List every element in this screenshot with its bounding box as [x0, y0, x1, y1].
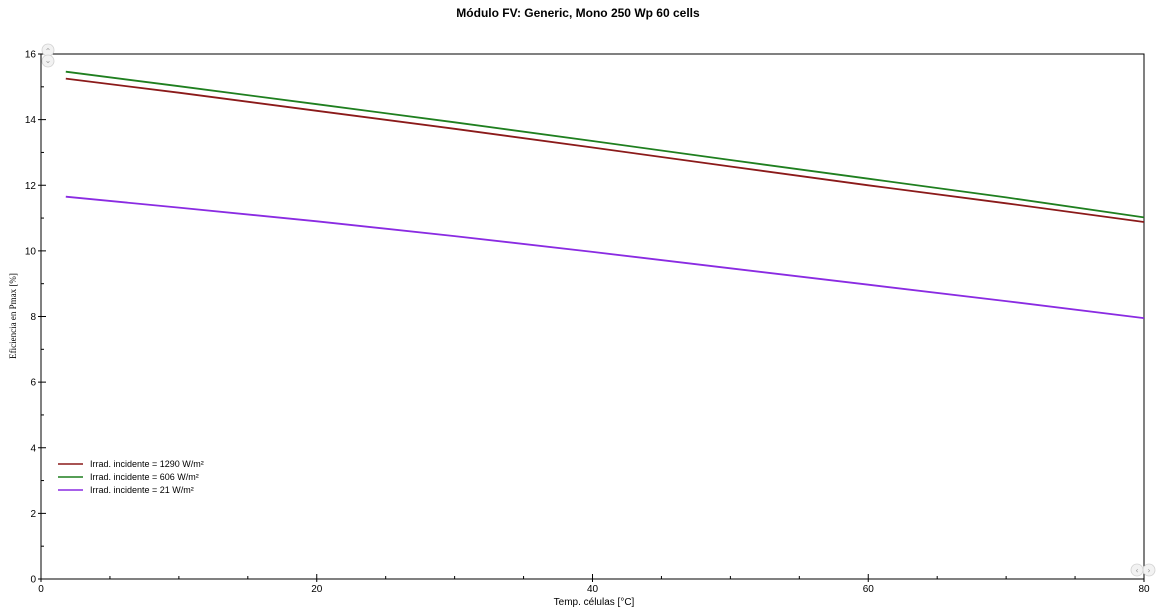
y-axis: 0 2 4 6 8 10 12 14 16 — [25, 50, 46, 586]
y-axis-label: Eficiencia en Pmax [%] — [8, 273, 18, 359]
x-axis: 0 20 40 60 80 — [38, 574, 1150, 595]
chart-title: Módulo FV: Generic, Mono 250 Wp 60 cells — [456, 6, 700, 20]
plot-area — [40, 53, 1145, 580]
x-axis-label: Temp. células [°C] — [554, 597, 635, 608]
x-tick-label: 80 — [1138, 584, 1150, 595]
series-line-1 — [65, 77, 1145, 223]
chevron-down-icon: ⌄ — [45, 56, 52, 65]
y-tick-label: 12 — [25, 181, 37, 192]
series-lines — [65, 70, 1145, 319]
minor-ticks — [41, 86, 1076, 579]
x-tick-label: 20 — [311, 584, 323, 595]
y-tick-label: 8 — [30, 312, 36, 323]
y-tick-label: 0 — [30, 575, 36, 586]
y-tick-label: 4 — [30, 443, 36, 454]
series-line-2 — [65, 70, 1145, 219]
scroll-left-button[interactable]: ‹ — [1130, 563, 1144, 577]
series-line-3 — [65, 195, 1145, 319]
legend-label: Irrad. incidente = 1290 W/m² — [90, 459, 204, 469]
x-tick-label: 0 — [38, 584, 44, 595]
y-tick-label: 14 — [25, 115, 37, 126]
scroll-up-button[interactable]: ⌃ — [41, 43, 55, 57]
chevron-left-icon: ‹ — [1135, 566, 1138, 575]
legend-label: Irrad. incidente = 21 W/m² — [90, 485, 194, 495]
y-tick-label: 6 — [30, 378, 36, 389]
scroll-right-button[interactable]: › — [1142, 563, 1156, 577]
chevron-right-icon: › — [1147, 566, 1150, 575]
legend-label: Irrad. incidente = 606 W/m² — [90, 472, 199, 482]
legend: Irrad. incidente = 1290 W/m² Irrad. incid… — [58, 459, 204, 495]
x-tick-label: 60 — [863, 584, 875, 595]
chevron-up-icon: ⌃ — [45, 47, 52, 56]
scroll-down-button[interactable]: ⌄ — [41, 54, 55, 68]
x-tick-label: 40 — [587, 584, 599, 595]
y-tick-label: 2 — [30, 509, 36, 520]
y-tick-label: 10 — [25, 246, 37, 257]
y-tick-label: 16 — [25, 50, 37, 61]
